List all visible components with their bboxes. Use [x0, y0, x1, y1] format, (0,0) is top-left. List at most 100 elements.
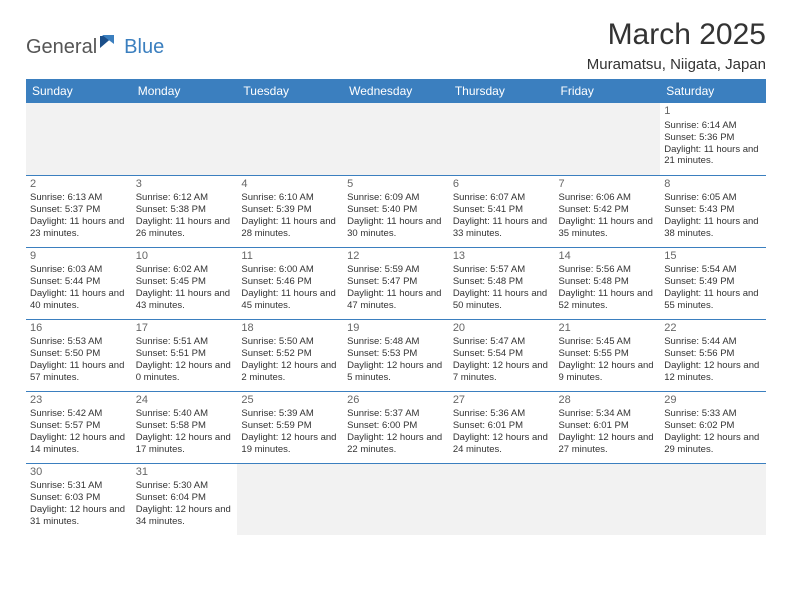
sunrise-text: Sunrise: 6:10 AM [241, 192, 339, 204]
sunset-text: Sunset: 5:40 PM [347, 204, 445, 216]
sunset-text: Sunset: 5:58 PM [136, 420, 234, 432]
calendar-day-cell: 14Sunrise: 5:56 AMSunset: 5:48 PMDayligh… [555, 247, 661, 319]
daylight-text: Daylight: 12 hours and 31 minutes. [30, 504, 128, 528]
daylight-text: Daylight: 11 hours and 21 minutes. [664, 144, 762, 168]
weekday-header: Sunday [26, 79, 132, 103]
day-number: 3 [136, 178, 234, 192]
sunset-text: Sunset: 6:02 PM [664, 420, 762, 432]
daylight-text: Daylight: 12 hours and 24 minutes. [453, 432, 551, 456]
daylight-text: Daylight: 12 hours and 29 minutes. [664, 432, 762, 456]
day-number: 24 [136, 394, 234, 408]
sunset-text: Sunset: 6:01 PM [453, 420, 551, 432]
sunrise-text: Sunrise: 6:12 AM [136, 192, 234, 204]
sunset-text: Sunset: 5:47 PM [347, 276, 445, 288]
daylight-text: Daylight: 11 hours and 45 minutes. [241, 288, 339, 312]
calendar-day-cell [449, 463, 555, 535]
sunrise-text: Sunrise: 5:33 AM [664, 408, 762, 420]
daylight-text: Daylight: 12 hours and 9 minutes. [559, 360, 657, 384]
calendar-day-cell: 15Sunrise: 5:54 AMSunset: 5:49 PMDayligh… [660, 247, 766, 319]
calendar-day-cell: 3Sunrise: 6:12 AMSunset: 5:38 PMDaylight… [132, 175, 238, 247]
calendar-day-cell [237, 103, 343, 175]
calendar-day-cell [343, 103, 449, 175]
calendar-day-cell: 18Sunrise: 5:50 AMSunset: 5:52 PMDayligh… [237, 319, 343, 391]
calendar-day-cell: 4Sunrise: 6:10 AMSunset: 5:39 PMDaylight… [237, 175, 343, 247]
calendar-page: General Blue March 2025 Muramatsu, Niiga… [0, 0, 792, 545]
calendar-day-cell: 12Sunrise: 5:59 AMSunset: 5:47 PMDayligh… [343, 247, 449, 319]
calendar-table: SundayMondayTuesdayWednesdayThursdayFrid… [26, 79, 766, 535]
calendar-day-cell [555, 103, 661, 175]
calendar-day-cell: 9Sunrise: 6:03 AMSunset: 5:44 PMDaylight… [26, 247, 132, 319]
sunrise-text: Sunrise: 5:30 AM [136, 480, 234, 492]
sunset-text: Sunset: 5:42 PM [559, 204, 657, 216]
day-number: 11 [241, 250, 339, 264]
daylight-text: Daylight: 12 hours and 27 minutes. [559, 432, 657, 456]
day-number: 19 [347, 322, 445, 336]
calendar-day-cell: 30Sunrise: 5:31 AMSunset: 6:03 PMDayligh… [26, 463, 132, 535]
sunrise-text: Sunrise: 6:02 AM [136, 264, 234, 276]
daylight-text: Daylight: 11 hours and 47 minutes. [347, 288, 445, 312]
sunrise-text: Sunrise: 5:39 AM [241, 408, 339, 420]
day-number: 5 [347, 178, 445, 192]
day-number: 8 [664, 178, 762, 192]
sunset-text: Sunset: 5:48 PM [559, 276, 657, 288]
calendar-day-cell: 11Sunrise: 6:00 AMSunset: 5:46 PMDayligh… [237, 247, 343, 319]
calendar-day-cell: 22Sunrise: 5:44 AMSunset: 5:56 PMDayligh… [660, 319, 766, 391]
sunrise-text: Sunrise: 6:13 AM [30, 192, 128, 204]
calendar-week: 2Sunrise: 6:13 AMSunset: 5:37 PMDaylight… [26, 175, 766, 247]
sunrise-text: Sunrise: 5:54 AM [664, 264, 762, 276]
daylight-text: Daylight: 11 hours and 57 minutes. [30, 360, 128, 384]
daylight-text: Daylight: 11 hours and 35 minutes. [559, 216, 657, 240]
sunrise-text: Sunrise: 5:59 AM [347, 264, 445, 276]
weekday-header: Saturday [660, 79, 766, 103]
day-number: 15 [664, 250, 762, 264]
sunrise-text: Sunrise: 5:34 AM [559, 408, 657, 420]
sunrise-text: Sunrise: 5:53 AM [30, 336, 128, 348]
day-number: 18 [241, 322, 339, 336]
sunset-text: Sunset: 6:01 PM [559, 420, 657, 432]
calendar-day-cell: 25Sunrise: 5:39 AMSunset: 5:59 PMDayligh… [237, 391, 343, 463]
logo-text-blue: Blue [124, 36, 164, 59]
sunset-text: Sunset: 5:50 PM [30, 348, 128, 360]
sunrise-text: Sunrise: 6:14 AM [664, 120, 762, 132]
day-number: 29 [664, 394, 762, 408]
sunset-text: Sunset: 5:56 PM [664, 348, 762, 360]
sunrise-text: Sunrise: 5:48 AM [347, 336, 445, 348]
logo-text-general: General [26, 36, 97, 59]
sunset-text: Sunset: 5:48 PM [453, 276, 551, 288]
sunset-text: Sunset: 5:59 PM [241, 420, 339, 432]
daylight-text: Daylight: 11 hours and 50 minutes. [453, 288, 551, 312]
daylight-text: Daylight: 11 hours and 52 minutes. [559, 288, 657, 312]
sunset-text: Sunset: 5:44 PM [30, 276, 128, 288]
sunset-text: Sunset: 5:37 PM [30, 204, 128, 216]
sunset-text: Sunset: 5:54 PM [453, 348, 551, 360]
calendar-week: 1Sunrise: 6:14 AMSunset: 5:36 PMDaylight… [26, 103, 766, 175]
daylight-text: Daylight: 12 hours and 22 minutes. [347, 432, 445, 456]
calendar-day-cell: 26Sunrise: 5:37 AMSunset: 6:00 PMDayligh… [343, 391, 449, 463]
weekday-header: Wednesday [343, 79, 449, 103]
day-number: 4 [241, 178, 339, 192]
day-number: 16 [30, 322, 128, 336]
calendar-day-cell [343, 463, 449, 535]
sunset-text: Sunset: 5:43 PM [664, 204, 762, 216]
sunrise-text: Sunrise: 6:00 AM [241, 264, 339, 276]
calendar-day-cell: 24Sunrise: 5:40 AMSunset: 5:58 PMDayligh… [132, 391, 238, 463]
calendar-day-cell [555, 463, 661, 535]
sunrise-text: Sunrise: 5:42 AM [30, 408, 128, 420]
sunrise-text: Sunrise: 5:57 AM [453, 264, 551, 276]
day-number: 31 [136, 466, 234, 480]
sunrise-text: Sunrise: 6:07 AM [453, 192, 551, 204]
calendar-week: 16Sunrise: 5:53 AMSunset: 5:50 PMDayligh… [26, 319, 766, 391]
day-number: 14 [559, 250, 657, 264]
sunrise-text: Sunrise: 5:45 AM [559, 336, 657, 348]
day-number: 13 [453, 250, 551, 264]
calendar-day-cell [237, 463, 343, 535]
day-number: 28 [559, 394, 657, 408]
sunrise-text: Sunrise: 5:47 AM [453, 336, 551, 348]
month-title: March 2025 [587, 18, 766, 52]
day-number: 21 [559, 322, 657, 336]
calendar-day-cell: 10Sunrise: 6:02 AMSunset: 5:45 PMDayligh… [132, 247, 238, 319]
weekday-header: Monday [132, 79, 238, 103]
calendar-day-cell: 16Sunrise: 5:53 AMSunset: 5:50 PMDayligh… [26, 319, 132, 391]
sunset-text: Sunset: 5:51 PM [136, 348, 234, 360]
calendar-day-cell [449, 103, 555, 175]
